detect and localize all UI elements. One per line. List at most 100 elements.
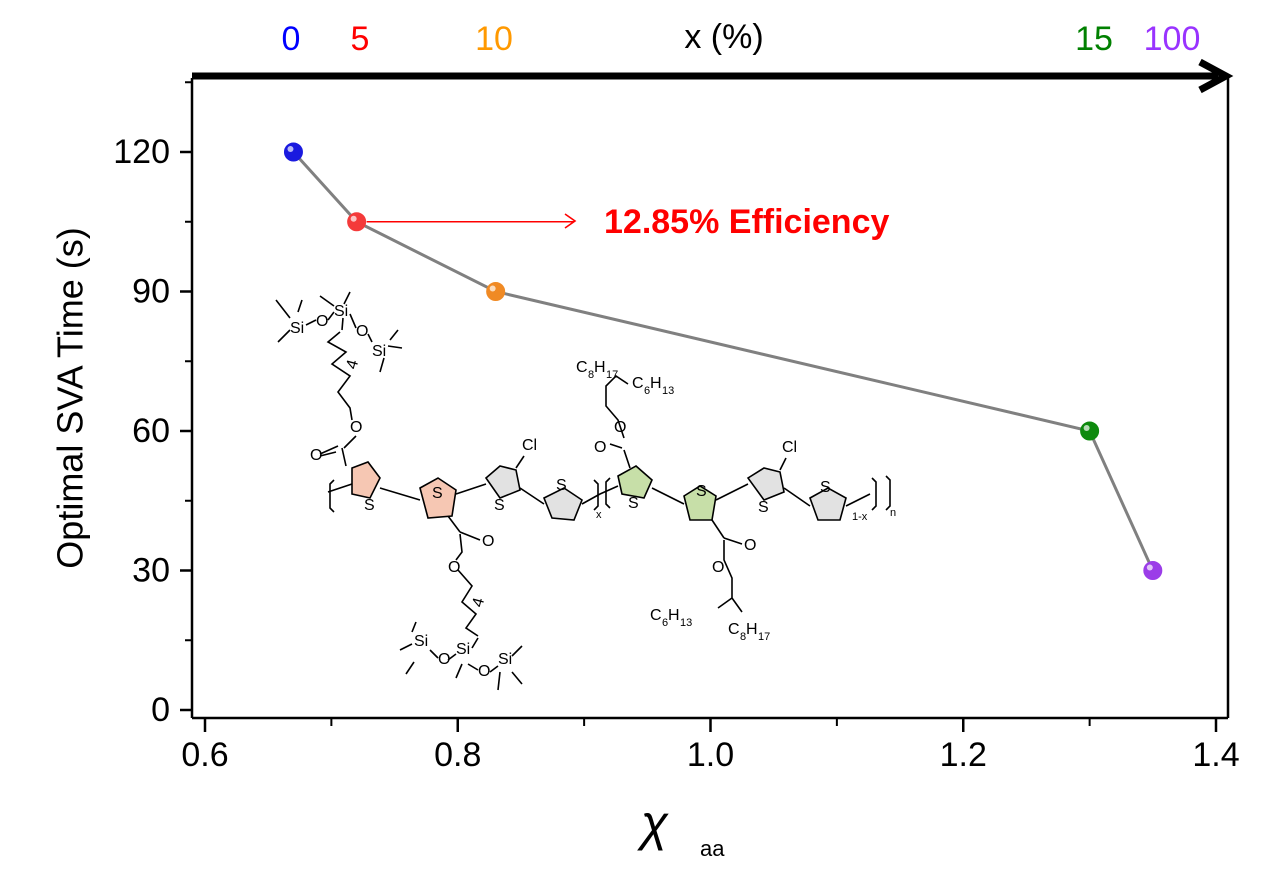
alkyl-c8h17-h: H: [594, 359, 606, 376]
data-point-highlight: [350, 215, 357, 222]
repeat-bracket-x: [593, 477, 611, 511]
alkyl-c6h13-c: C: [632, 375, 644, 392]
alkyl-c6h13-h: H: [668, 607, 680, 624]
alkyl-c6h13-n6: 6: [662, 617, 668, 629]
top-axis-x-label: 10: [475, 20, 513, 58]
y-tick-label: 30: [132, 552, 170, 590]
repeat-bracket-right: [871, 475, 891, 511]
atom-s: S: [432, 485, 443, 502]
top-axis-labels: 0 5 10 15 100 x (%): [282, 18, 1201, 58]
atom-o: O: [438, 651, 450, 668]
atom-o: O: [478, 663, 490, 680]
repeat-1-x-label: 1-x: [852, 511, 868, 523]
alkyl-c6h13-n13: 13: [680, 617, 692, 629]
atom-si: Si: [414, 633, 428, 650]
atom-o: O: [350, 419, 362, 436]
annotation-arrow-head: [564, 213, 577, 229]
x-tick-label: 1.2: [940, 736, 987, 774]
atom-o: O: [744, 537, 756, 554]
thiophene-ring-2: S: [419, 477, 457, 519]
x-tick-label: 0.6: [181, 736, 228, 774]
atom-si: Si: [372, 343, 386, 360]
top-arrow-head: [1198, 58, 1234, 94]
x-axis-title-subscript: aa: [700, 836, 725, 861]
atom-o: O: [614, 419, 626, 436]
atom-s: S: [364, 497, 375, 514]
efficiency-annotation: 12.85% Efficiency: [366, 203, 889, 241]
atom-si: Si: [334, 303, 348, 320]
y-tick-label: 90: [132, 273, 170, 311]
atom-s: S: [556, 477, 567, 494]
alkyl-c8h17-h: H: [746, 621, 758, 638]
data-point: [486, 282, 506, 301]
atom-o: O: [448, 559, 460, 576]
data-point: [283, 142, 303, 162]
thiophene-ring-8: S: [809, 479, 847, 521]
polymer-structure: Si O Si O Si 4 O O S S S Cl: [275, 291, 896, 691]
top-axis-x-label: 15: [1075, 20, 1113, 58]
atom-si: Si: [498, 651, 512, 668]
alkyl-c8h17-c: C: [576, 359, 588, 376]
alkyl-c6h13-c: C: [650, 607, 662, 624]
atom-s: S: [758, 499, 769, 516]
data-point-marker: [283, 142, 303, 162]
atom-s: S: [494, 497, 505, 514]
data-point-marker: [486, 282, 506, 301]
atom-s: S: [696, 483, 707, 500]
top-axis-x-label: 5: [351, 20, 370, 58]
y-tick-label: 120: [113, 133, 170, 171]
atom-o: O: [356, 323, 368, 340]
methylene-count-4: 4: [343, 358, 362, 371]
atom-o: O: [594, 439, 606, 456]
repeat-x-label: x: [596, 509, 602, 521]
thiophene-ring-3: S Cl: [484, 437, 537, 514]
data-point: [1143, 561, 1163, 580]
top-axis-x-label: 100: [1144, 20, 1201, 58]
top-axis-x-label: 0: [282, 20, 301, 58]
siloxane-chain-top: Si O Si O Si 4 O O: [275, 291, 403, 467]
top-arrow-axis: [192, 58, 1234, 94]
annotation-text: 12.85% Efficiency: [604, 203, 889, 241]
backbone-bonds: [327, 483, 871, 507]
thiophene-ring-7: S Cl: [746, 439, 797, 516]
atom-s: S: [820, 479, 831, 496]
x-tick-label: 0.8: [434, 736, 481, 774]
data-point-highlight: [489, 285, 496, 292]
data-point-highlight: [287, 146, 294, 152]
atom-cl: Cl: [522, 437, 537, 454]
repeat-n-label: n: [890, 507, 896, 519]
alkyl-c8h17-n17: 17: [758, 631, 770, 643]
data-point: [1080, 421, 1100, 441]
tick-labels: 0.6 0.8 1.0 1.2 1.4 0 30 60 90 120: [113, 133, 1239, 774]
data-point-highlight: [1083, 425, 1090, 431]
atom-o: O: [712, 559, 724, 576]
x-axis-title-symbol: χ: [637, 795, 669, 851]
data-point: [347, 212, 367, 232]
thiophene-ring-5: S: [617, 465, 653, 512]
x-axis-title: χ aa: [637, 795, 726, 861]
thiophene-ring-6: S: [683, 483, 717, 521]
alkyl-c8h17-n8: 8: [740, 631, 746, 643]
thiophene-ring-1: S: [351, 461, 381, 514]
alkyl-c6h13-n6: 6: [644, 385, 650, 397]
y-tick-label: 0: [151, 691, 170, 729]
atom-si: Si: [456, 641, 470, 658]
alkyl-c6h13-h: H: [650, 375, 662, 392]
plot-frame: [190, 78, 1230, 720]
atom-cl: Cl: [782, 439, 797, 456]
atom-si: Si: [290, 320, 304, 337]
atom-o: O: [482, 533, 494, 550]
top-axis-title: x (%): [684, 18, 763, 56]
data-point-highlight: [1146, 564, 1153, 571]
y-tick-label: 60: [132, 412, 170, 450]
data-points: [283, 142, 1163, 580]
atom-s: S: [628, 495, 639, 512]
x-tick-label: 1.4: [1192, 736, 1239, 774]
data-point-marker: [347, 212, 367, 232]
alkyl-c8h17-n17: 17: [606, 369, 618, 381]
data-point-marker: [1143, 561, 1163, 580]
y-axis-title: Optimal SVA Time (s): [50, 227, 91, 568]
atom-o: O: [316, 313, 328, 330]
data-point-marker: [1080, 421, 1100, 441]
